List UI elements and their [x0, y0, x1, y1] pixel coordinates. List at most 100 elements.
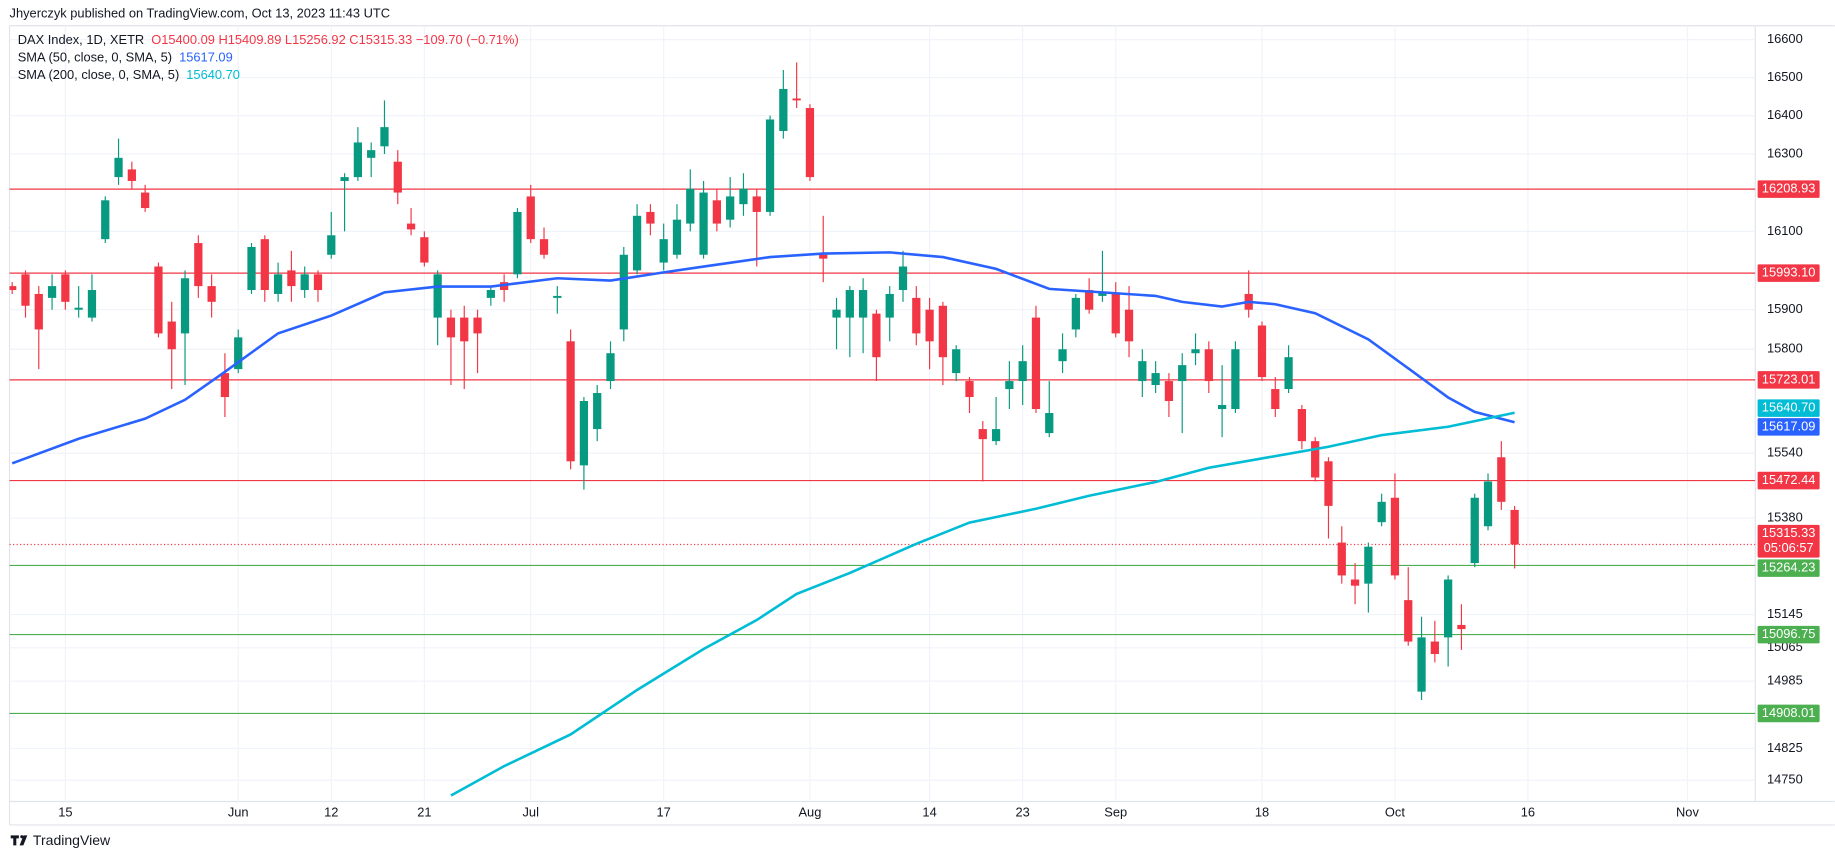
candle-body — [393, 161, 402, 193]
candle-body — [420, 237, 429, 263]
candle-body — [1497, 457, 1506, 502]
price-tag-label: 16208.93 — [1762, 181, 1816, 196]
price-tag-label: 15617.09 — [1762, 418, 1816, 433]
candle-body — [1045, 413, 1054, 434]
candle-body — [566, 341, 575, 462]
candle-body — [898, 266, 908, 291]
candle-body — [845, 290, 854, 318]
candle-body — [154, 266, 163, 334]
candle-body — [686, 188, 695, 224]
candle-body — [699, 192, 708, 255]
candle-body — [1337, 542, 1346, 576]
candle-body — [406, 223, 416, 230]
ohlc: O15400.09 H15409.89 L15256.92 C15315.33 … — [151, 32, 519, 47]
candle-body — [579, 401, 589, 466]
candle-body — [1284, 357, 1293, 390]
x-tick-label: 12 — [324, 805, 338, 820]
candle-body — [553, 295, 562, 298]
candle-body — [606, 353, 615, 382]
candle-body — [9, 286, 17, 291]
price-tag-label: 14908.01 — [1762, 705, 1816, 720]
candle-body — [367, 150, 376, 158]
candle-body — [858, 290, 868, 318]
price-tag — [1757, 399, 1820, 417]
candle-body — [74, 307, 83, 310]
y-tick-label: 16400 — [1767, 107, 1803, 122]
candle-body — [526, 196, 535, 240]
candle-body — [1111, 293, 1120, 334]
x-tick-label: 15 — [58, 805, 72, 820]
candle-body — [247, 246, 256, 291]
candle-body — [978, 429, 987, 440]
legend-value: 15640.70 — [186, 67, 240, 82]
brand-logo — [10, 835, 28, 846]
candle-body — [473, 317, 482, 334]
candle-body — [1098, 291, 1107, 296]
candle-body — [1483, 481, 1493, 527]
brand: TradingView — [10, 832, 111, 848]
x-tick-label: Jun — [228, 805, 249, 820]
candle-body — [287, 270, 296, 287]
candles — [9, 62, 1519, 701]
sma-line — [11, 251, 1515, 465]
price-tag — [1757, 418, 1820, 436]
candle-body — [327, 235, 336, 255]
x-tick-label: 14 — [922, 805, 936, 820]
candle-body — [513, 211, 522, 275]
price-tag-label: 15723.01 — [1762, 371, 1816, 386]
y-tick-label: 14985 — [1767, 673, 1803, 688]
candle-body — [632, 215, 642, 271]
candle-body — [1444, 579, 1453, 638]
candle-body — [1430, 641, 1439, 655]
x-tick-label: 23 — [1016, 805, 1030, 820]
candle-body — [47, 286, 57, 298]
y-tick-label: 16300 — [1767, 145, 1803, 160]
candle-body — [353, 142, 362, 178]
candle-body — [446, 317, 456, 338]
candle-body — [1071, 297, 1080, 330]
x-tick-label: Oct — [1385, 805, 1405, 820]
y-tick-label: 16600 — [1767, 31, 1803, 46]
candle-body — [646, 211, 655, 224]
price-tag — [1757, 264, 1820, 282]
candle-body — [1124, 309, 1134, 342]
legend-name: SMA (50, close, 0, SMA, 5) — [18, 50, 172, 65]
legend-sma50: SMA (50, close, 0, SMA, 5) 15617.09 — [18, 50, 233, 65]
candle-body — [61, 274, 70, 302]
price-tag-label: 15264.23 — [1762, 560, 1816, 575]
candle-body — [672, 219, 682, 255]
candle-body — [207, 286, 216, 302]
candle-body — [1231, 349, 1240, 410]
price-tag-label: 15640.70 — [1762, 400, 1816, 415]
candle-body — [872, 313, 881, 358]
candle-body — [619, 254, 628, 330]
candle-body — [1151, 373, 1160, 386]
candle-body — [739, 188, 748, 205]
candle-body — [805, 108, 815, 178]
candle-body — [300, 274, 309, 291]
y-tick-label: 15800 — [1767, 341, 1803, 356]
y-tick-label: 15380 — [1767, 510, 1803, 525]
candle-body — [141, 192, 150, 209]
legend: DAX Index, 1D, XETR O15400.09 H15409.89 L… — [18, 32, 519, 82]
candle-body — [912, 297, 921, 334]
price-tag — [1757, 704, 1820, 723]
candle-body — [659, 239, 668, 263]
candle-body — [220, 373, 230, 398]
candle-body — [1204, 349, 1213, 382]
price-tag-countdown: 05:06:57 — [1764, 540, 1814, 555]
candle-body — [792, 98, 801, 101]
candle-body — [965, 381, 974, 398]
candle-body — [87, 290, 97, 318]
candle-body — [486, 290, 495, 298]
x-tick-label: Aug — [798, 805, 821, 820]
y-tick-label: 16100 — [1767, 223, 1803, 238]
candle-body — [1191, 349, 1200, 354]
sma-line — [450, 411, 1515, 797]
candle-body — [273, 274, 283, 294]
candle-body — [460, 317, 469, 342]
price-tag — [1757, 559, 1820, 577]
candle-body — [180, 278, 190, 334]
price-tag — [1757, 180, 1820, 198]
